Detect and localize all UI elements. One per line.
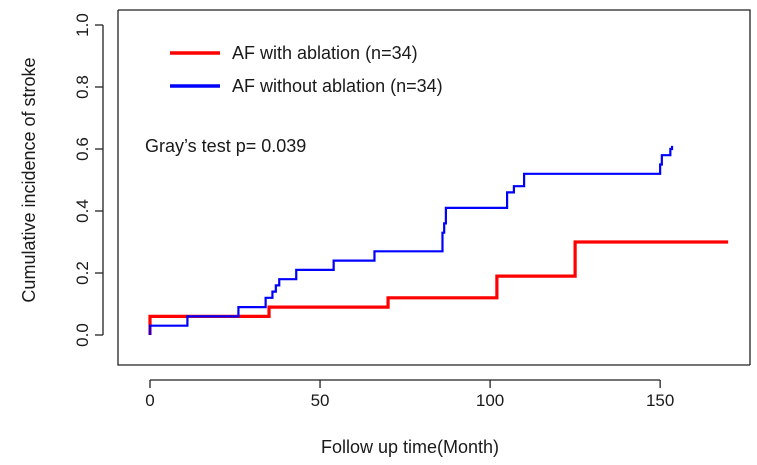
- series-line-with-ablation: [148, 240, 729, 335]
- plot-frame: [117, 10, 750, 366]
- legend-label: AF with ablation (n=34): [232, 43, 418, 63]
- series-layer: [148, 145, 729, 335]
- y-tick-label: 0.2: [73, 261, 92, 285]
- y-tick-label: 0.4: [73, 199, 92, 223]
- plot-frame-top-right: [118, 9, 751, 365]
- y-axis-label: Cumulative incidence of stroke: [19, 57, 39, 302]
- legend-label: AF without ablation (n=34): [232, 76, 443, 96]
- legend: AF with ablation (n=34) AF without ablati…: [170, 43, 443, 96]
- y-tick-label: 0.6: [73, 137, 92, 161]
- axes: 0.0 0.2 0.4 0.6 0.8 1.0 0 50 100 150: [73, 9, 751, 410]
- x-tick-label: 50: [311, 391, 330, 410]
- series-line-without-ablation: [148, 145, 674, 335]
- x-tick-label: 0: [145, 391, 154, 410]
- x-tick-label: 100: [476, 391, 504, 410]
- x-tick-label: 150: [646, 391, 674, 410]
- y-tick-label: 1.0: [73, 13, 92, 37]
- grays-test-annotation: Gray’s test p= 0.039: [145, 136, 306, 156]
- y-tick-label: 0.0: [73, 323, 92, 347]
- y-tick-label: 0.8: [73, 75, 92, 99]
- x-axis-label: Follow up time(Month): [321, 437, 499, 457]
